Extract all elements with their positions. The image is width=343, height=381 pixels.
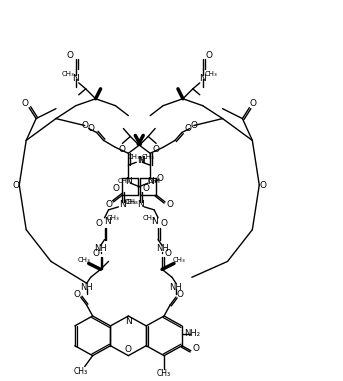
Text: O: O <box>81 121 88 130</box>
Text: CH₃: CH₃ <box>74 367 88 376</box>
Text: CH₃: CH₃ <box>143 215 156 221</box>
Text: O: O <box>105 200 112 210</box>
Text: O: O <box>113 184 120 192</box>
Text: O: O <box>73 290 80 299</box>
Text: N: N <box>199 74 206 83</box>
Text: CH₃: CH₃ <box>126 199 139 205</box>
Text: N: N <box>147 176 154 186</box>
Text: O: O <box>165 249 172 258</box>
Text: O: O <box>22 99 29 108</box>
Text: O: O <box>157 174 164 182</box>
Text: N: N <box>151 217 158 226</box>
Text: CH₃: CH₃ <box>148 178 161 184</box>
Text: N: N <box>72 74 79 83</box>
Text: O: O <box>166 200 174 210</box>
Text: N: N <box>119 200 126 210</box>
Text: NH: NH <box>80 283 93 292</box>
Text: CH₃: CH₃ <box>124 199 137 205</box>
Text: O: O <box>143 184 150 192</box>
Text: O: O <box>95 219 102 228</box>
Text: O: O <box>185 124 191 133</box>
Text: NH₂: NH₂ <box>184 329 200 338</box>
Text: O: O <box>176 290 184 299</box>
Text: O: O <box>92 249 99 258</box>
Text: N: N <box>138 156 145 165</box>
Text: O: O <box>205 51 212 59</box>
Text: O: O <box>250 99 257 108</box>
Text: NH: NH <box>169 283 182 292</box>
Text: CH₃: CH₃ <box>107 215 120 221</box>
Text: N: N <box>137 200 144 210</box>
Text: N: N <box>125 176 132 186</box>
Text: O: O <box>125 345 132 354</box>
Text: N: N <box>138 156 144 165</box>
Text: CH₃: CH₃ <box>157 369 171 378</box>
Text: CH₃: CH₃ <box>77 258 90 263</box>
Text: O: O <box>259 181 266 189</box>
Text: CH₃: CH₃ <box>118 178 131 184</box>
Text: CH₃: CH₃ <box>142 154 155 160</box>
Text: O: O <box>192 344 199 353</box>
Text: CH₃: CH₃ <box>173 258 185 263</box>
Text: N: N <box>105 217 111 226</box>
Text: N: N <box>125 317 132 327</box>
Text: O: O <box>66 51 73 59</box>
Text: O: O <box>161 219 168 228</box>
Text: CH₃: CH₃ <box>128 154 141 160</box>
Text: O: O <box>87 124 94 133</box>
Text: NH: NH <box>94 244 107 253</box>
Text: O: O <box>153 145 159 154</box>
Text: NH: NH <box>156 244 168 253</box>
Text: O: O <box>12 181 19 189</box>
Text: CH₃: CH₃ <box>204 71 217 77</box>
Text: CH₃: CH₃ <box>61 71 74 77</box>
Text: O: O <box>119 145 126 154</box>
Text: O: O <box>190 121 197 130</box>
